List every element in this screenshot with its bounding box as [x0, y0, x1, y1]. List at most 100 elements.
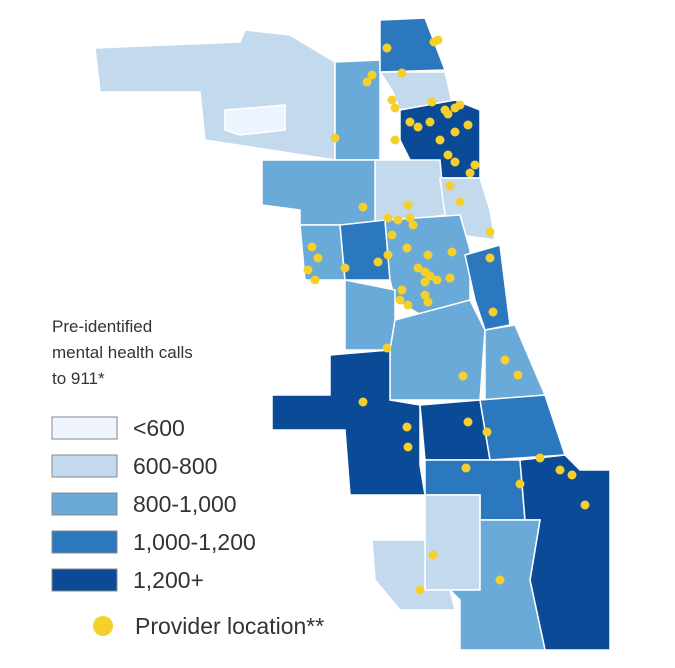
provider-dot	[403, 300, 413, 310]
provider-dot	[373, 257, 383, 267]
legend-label: 600-800	[133, 453, 217, 479]
provider-dot	[420, 277, 430, 287]
provider-dot	[500, 355, 510, 365]
legend-swatch	[51, 568, 118, 592]
legend-label: <600	[133, 415, 185, 441]
provider-dot	[408, 220, 418, 230]
provider-dot	[367, 70, 377, 80]
provider-dot	[461, 463, 471, 473]
provider-dot	[445, 273, 455, 283]
provider-dot	[455, 100, 465, 110]
provider-dot	[403, 200, 413, 210]
provider-dot	[303, 265, 313, 275]
provider-dot	[387, 95, 397, 105]
legend-title: Pre-identified	[52, 317, 152, 336]
legend: <600 600-800 800-1,000 1,000-1,200 1,200+ Pro…	[51, 415, 324, 639]
legend-swatch	[51, 454, 118, 478]
district	[271, 349, 426, 496]
provider-dot	[362, 77, 372, 87]
legend-swatch	[51, 416, 118, 440]
provider-dot	[447, 247, 457, 257]
provider-dot	[515, 479, 525, 489]
provider-dot	[382, 343, 392, 353]
provider-dot	[445, 181, 455, 191]
legend-provider-dot	[93, 616, 113, 636]
legend-swatch	[51, 530, 118, 554]
provider-dot	[397, 285, 407, 295]
provider-dot	[463, 417, 473, 427]
provider-dots	[303, 35, 590, 595]
provider-dot	[420, 290, 430, 300]
provider-dot	[415, 585, 425, 595]
district	[94, 29, 336, 161]
provider-dot	[390, 103, 400, 113]
provider-dot	[488, 307, 498, 317]
provider-dot	[405, 213, 415, 223]
provider-dot	[413, 122, 423, 132]
provider-dot	[358, 202, 368, 212]
provider-dot	[443, 150, 453, 160]
provider-dot	[423, 250, 433, 260]
legend-label: Provider location**	[135, 613, 324, 639]
provider-dot	[555, 465, 565, 475]
provider-dot	[395, 295, 405, 305]
provider-dot	[307, 242, 317, 252]
provider-dot	[513, 370, 523, 380]
provider-dot	[495, 575, 505, 585]
district	[484, 324, 547, 401]
provider-dot	[435, 135, 445, 145]
provider-dot	[403, 442, 413, 452]
provider-dot	[383, 250, 393, 260]
provider-dot	[458, 371, 468, 381]
provider-dot	[383, 213, 393, 223]
provider-dot	[313, 253, 323, 263]
district	[448, 519, 546, 651]
district	[224, 104, 286, 136]
provider-dot	[402, 243, 412, 253]
legend-title: mental health calls	[52, 343, 193, 362]
district	[371, 539, 456, 611]
provider-dot	[390, 135, 400, 145]
provider-dot	[358, 397, 368, 407]
provider-dot	[482, 427, 492, 437]
legend-label: 800-1,000	[133, 491, 237, 517]
provider-dot	[397, 68, 407, 78]
provider-dot	[450, 157, 460, 167]
provider-dot	[470, 160, 480, 170]
legend-label: 1,000-1,200	[133, 529, 256, 555]
provider-dot	[330, 133, 340, 143]
provider-dot	[425, 271, 435, 281]
provider-dot	[428, 550, 438, 560]
district	[424, 494, 481, 591]
districts	[94, 17, 611, 651]
provider-dot	[425, 117, 435, 127]
provider-dot	[455, 197, 465, 207]
provider-dot	[310, 275, 320, 285]
provider-dot	[485, 253, 495, 263]
provider-dot	[535, 453, 545, 463]
provider-dot	[387, 230, 397, 240]
district	[379, 17, 447, 73]
provider-dot	[463, 120, 473, 130]
provider-dot	[413, 263, 423, 273]
provider-dot	[443, 109, 453, 119]
provider-dot	[427, 97, 437, 107]
district	[261, 159, 376, 226]
provider-dot	[432, 275, 442, 285]
provider-dot	[450, 127, 460, 137]
provider-dot	[580, 500, 590, 510]
provider-dot	[340, 263, 350, 273]
provider-dot	[405, 117, 415, 127]
district	[344, 279, 396, 351]
legend-label: 1,200+	[133, 567, 204, 593]
provider-dot	[465, 168, 475, 178]
provider-dot	[485, 227, 495, 237]
provider-dot	[433, 35, 443, 45]
district	[389, 299, 486, 401]
provider-dot	[393, 215, 403, 225]
district	[419, 399, 491, 461]
district	[479, 394, 567, 461]
legend-swatch	[51, 492, 118, 516]
legend-title: to 911*	[52, 369, 105, 388]
